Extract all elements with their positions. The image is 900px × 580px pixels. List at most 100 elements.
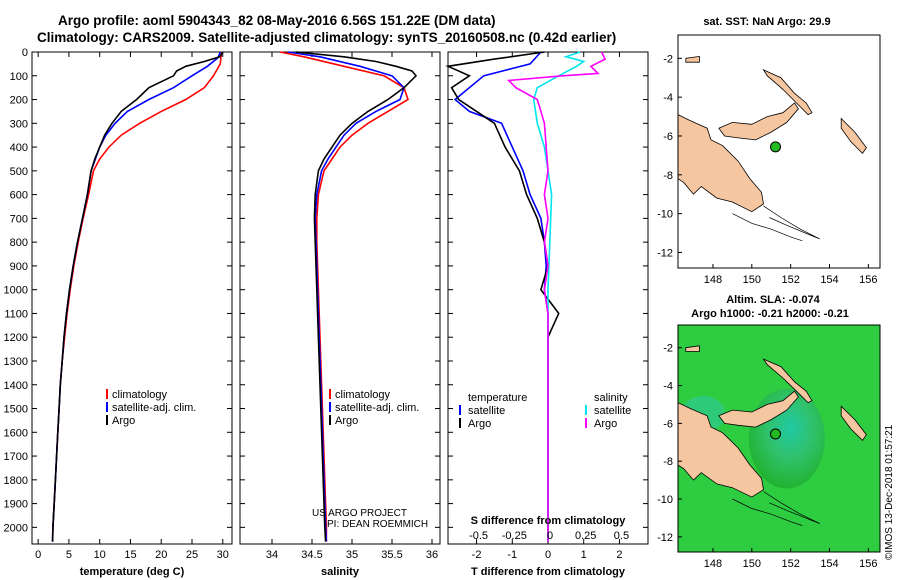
y-tick-label: 900: [10, 261, 28, 273]
diff-legend-s-label: Argo: [594, 418, 617, 430]
diff-s-tick-label: -0.5: [469, 530, 488, 542]
diff-s-tick-label: 0: [547, 530, 553, 542]
sst-map-title: sat. SST: NaN Argo: 29.9: [703, 16, 830, 28]
map-x-tick-label: 152: [781, 274, 799, 286]
new-britain-land: [718, 102, 799, 141]
reef-outline-2: [732, 498, 803, 526]
series-line-climatology: [51, 51, 223, 542]
y-tick-label: 700: [10, 213, 28, 225]
y-tick-label: 1100: [4, 308, 28, 320]
y-tick-label: 1400: [4, 380, 28, 392]
manus-land: [685, 55, 700, 63]
map-y-tick-label: -6: [663, 131, 673, 143]
map-y-tick-label: -10: [657, 209, 673, 221]
map-x-tick-label: 148: [704, 558, 722, 570]
title-line-2: Climatology: CARS2009. Satellite-adjuste…: [37, 30, 617, 45]
reef-outline: [763, 205, 820, 240]
series-line-climatology: [279, 51, 409, 542]
manus-land: [685, 345, 700, 352]
salinity-profile-panel: 34 34.5 35 35.5 36 salinity: [239, 51, 441, 578]
temperature-profile-frame: [31, 51, 233, 545]
x-tick-label: 34.5: [301, 549, 322, 561]
map-y-tick-label: -2: [663, 343, 673, 355]
diff-x-tick-label: 1: [581, 549, 587, 561]
y-tick-label: 1500: [4, 404, 28, 416]
x-tick-label: 35.5: [381, 549, 402, 561]
y-tick-label: 600: [10, 190, 28, 202]
new-britain-land: [718, 390, 799, 428]
series-line-t-argo: [445, 51, 560, 542]
series-line-argo: [295, 51, 418, 542]
legend-label: Argo: [112, 415, 135, 427]
argo-position-marker: [770, 141, 782, 153]
series-line-satellite-adj-clim-: [287, 51, 405, 542]
map-y-tick-label: -10: [657, 494, 673, 506]
diff-s-tick-label: 0.5: [614, 530, 629, 542]
y-tick-label: 1200: [4, 332, 28, 344]
y-tick-label: 300: [10, 118, 28, 130]
difference-profile-panel: [445, 51, 649, 545]
y-tick-label: 500: [10, 166, 28, 178]
salinity-profile-frame: [239, 51, 441, 545]
series-line-s-argo: [506, 51, 607, 542]
diff-legend-s-label: satellite: [594, 405, 631, 417]
x-tick-label: 30: [217, 549, 229, 561]
y-tick-label: 400: [10, 142, 28, 154]
y-tick-label: 100: [10, 71, 28, 83]
diff-t-axis-label: T difference from climatology: [471, 566, 626, 578]
diff-legend-t-title: temperature: [468, 392, 527, 404]
legend-label: climatology: [335, 389, 391, 401]
legend-label: satellite-adj. clim.: [112, 402, 196, 414]
y-tick-label: 200: [10, 95, 28, 107]
diff-legend-t-label: Argo: [468, 418, 491, 430]
y-tick-label: 1300: [4, 356, 28, 368]
series-line-argo: [51, 51, 224, 542]
diff-x-tick-label: 0: [545, 549, 551, 561]
y-tick-label: 1900: [4, 499, 28, 511]
bougainville-land: [840, 405, 867, 442]
x-tick-label: 34: [266, 549, 278, 561]
diff-s-tick-label: -0.25: [502, 530, 527, 542]
reef-outline-2: [732, 213, 803, 242]
y-tick-label: 800: [10, 237, 28, 249]
new-guinea-land: [677, 401, 764, 498]
new-guinea-land: [677, 113, 764, 213]
map-x-tick-label: 156: [859, 558, 877, 570]
legend-label: climatology: [112, 389, 168, 401]
y-tick-label: 1700: [4, 451, 28, 463]
map-y-tick-label: -4: [663, 92, 673, 104]
sla-map-title-1: Altim. SLA: -0.074: [726, 294, 820, 306]
series-line-t-satellite: [453, 51, 549, 542]
diff-x-tick-label: 2: [616, 549, 622, 561]
sst-map: 148 150 152 154 156 -2 -4 -6 -8 -10 -12: [657, 34, 881, 286]
map-x-tick-label: 154: [820, 558, 838, 570]
sla-map-frame: [677, 324, 881, 553]
map-x-tick-label: 154: [820, 274, 838, 286]
bougainville-land: [840, 117, 867, 155]
diff-legend-t-label: satellite: [468, 405, 505, 417]
diff-x-tick-label: -1: [507, 549, 517, 561]
map-x-tick-label: 150: [743, 558, 761, 570]
map-y-tick-label: -12: [657, 247, 673, 259]
x-tick-label: 36: [426, 549, 438, 561]
x-tick-label: 0: [35, 549, 41, 561]
map-x-tick-label: 156: [859, 274, 877, 286]
map-y-tick-label: -4: [663, 381, 673, 393]
diff-s-axis-label: S difference from climatology: [471, 515, 627, 527]
map-y-tick-label: -12: [657, 532, 673, 544]
series-line-s-satellite: [532, 51, 586, 542]
diff-x-tick-label: -2: [472, 549, 482, 561]
sla-map-title-2: Argo h1000: -0.21 h2000: -0.21: [691, 308, 849, 320]
title-line-1: Argo profile: aoml 5904343_82 08-May-201…: [58, 13, 496, 28]
y-tick-label: 1000: [4, 285, 28, 297]
x-axis-label: temperature (deg C): [80, 566, 185, 578]
x-tick-label: 5: [66, 549, 72, 561]
x-tick-label: 10: [94, 549, 106, 561]
credit-text: ©IMOS 13-Dec-2018 01:57:21: [884, 424, 895, 560]
x-tick-label: 15: [124, 549, 136, 561]
x-axis-label: salinity: [321, 566, 360, 578]
x-tick-label: 35: [346, 549, 358, 561]
y-tick-label: 1600: [4, 427, 28, 439]
